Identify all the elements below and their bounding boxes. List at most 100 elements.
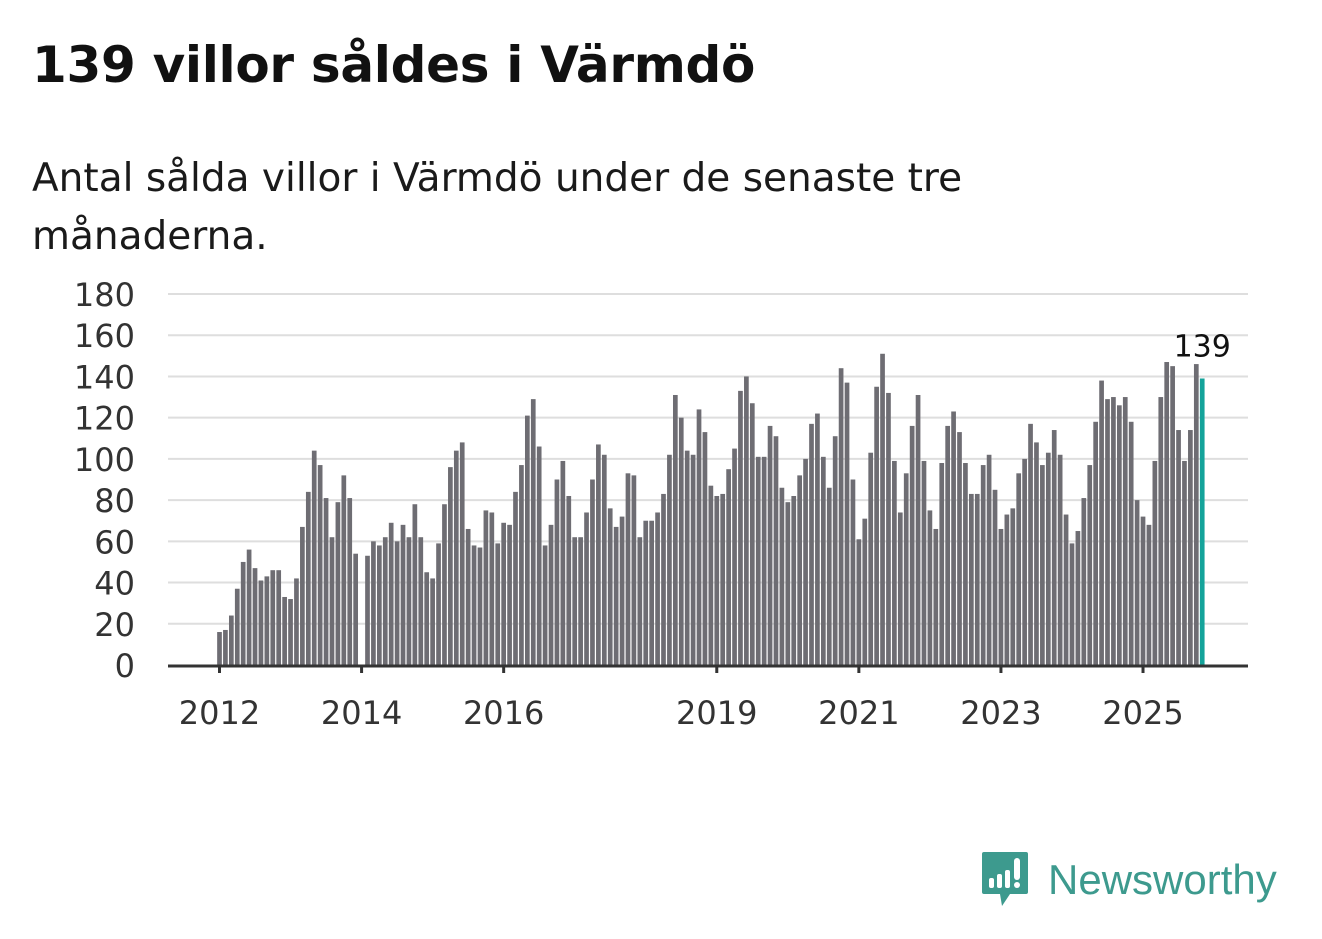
bar bbox=[903, 473, 909, 665]
bar bbox=[1134, 500, 1140, 665]
bar bbox=[311, 450, 317, 665]
bar bbox=[862, 518, 868, 665]
bar bbox=[1176, 430, 1181, 665]
bar bbox=[886, 392, 891, 665]
bar bbox=[773, 436, 779, 665]
bar bbox=[294, 578, 299, 665]
bar bbox=[1069, 543, 1075, 665]
bar bbox=[690, 454, 696, 665]
bar bbox=[643, 520, 649, 665]
bar bbox=[661, 493, 666, 665]
bar bbox=[1193, 364, 1199, 665]
bar bbox=[945, 425, 951, 665]
bar bbox=[1045, 452, 1051, 665]
bar bbox=[365, 555, 370, 665]
bar bbox=[246, 549, 252, 665]
bar bbox=[217, 632, 222, 665]
bar bbox=[684, 450, 690, 665]
bar bbox=[382, 537, 388, 665]
bar bbox=[974, 493, 980, 665]
newsworthy-logo-text: Newsworthy bbox=[1048, 856, 1277, 903]
bar bbox=[779, 487, 785, 665]
bar bbox=[1028, 423, 1033, 665]
bar bbox=[767, 425, 773, 665]
bar bbox=[803, 458, 808, 665]
y-tick-label: 60 bbox=[94, 523, 135, 561]
value-label: 139 bbox=[1174, 330, 1231, 365]
bar bbox=[519, 465, 524, 665]
bar bbox=[637, 537, 643, 665]
chart-subtitle: Antal sålda villor i Värmdö under de sen… bbox=[32, 156, 963, 259]
bar bbox=[909, 425, 915, 665]
bar bbox=[465, 528, 471, 665]
bar bbox=[755, 456, 761, 665]
bar bbox=[572, 537, 578, 665]
bar bbox=[548, 524, 554, 665]
x-tick-label: 2021 bbox=[818, 694, 899, 732]
y-tick-label: 40 bbox=[94, 565, 135, 603]
bar bbox=[1105, 399, 1110, 665]
bar bbox=[305, 491, 311, 665]
bar bbox=[1146, 524, 1152, 665]
bar bbox=[300, 526, 305, 665]
bar bbox=[530, 399, 536, 665]
bar bbox=[874, 386, 879, 665]
bar bbox=[785, 502, 791, 665]
bar bbox=[1010, 508, 1016, 665]
bar bbox=[1034, 442, 1039, 665]
bar bbox=[1188, 430, 1193, 665]
bar bbox=[1140, 516, 1146, 665]
bar bbox=[418, 537, 424, 665]
bar bbox=[371, 541, 376, 665]
bar bbox=[1111, 397, 1116, 665]
bar bbox=[442, 504, 447, 665]
bar bbox=[921, 460, 927, 665]
newsworthy-logo: Newsworthy bbox=[980, 850, 1277, 910]
bar bbox=[613, 526, 619, 665]
bar bbox=[809, 423, 814, 665]
x-tick-label: 2016 bbox=[463, 694, 544, 732]
bar bbox=[791, 495, 797, 665]
bar bbox=[459, 442, 465, 665]
bar bbox=[815, 413, 820, 665]
x-tick-label: 2023 bbox=[960, 694, 1041, 732]
bar bbox=[868, 452, 874, 665]
bar bbox=[714, 495, 720, 665]
bar bbox=[702, 432, 708, 665]
bar bbox=[578, 537, 583, 665]
bar bbox=[933, 528, 939, 665]
bar bbox=[655, 512, 660, 665]
bar bbox=[1051, 430, 1057, 665]
bar bbox=[223, 629, 228, 665]
bar bbox=[495, 543, 501, 665]
bar bbox=[986, 454, 992, 665]
bar bbox=[761, 456, 767, 665]
bar bbox=[856, 539, 862, 665]
x-tick-label: 2014 bbox=[321, 694, 402, 732]
bar bbox=[1087, 465, 1093, 665]
bar bbox=[1022, 458, 1027, 665]
y-tick-label: 120 bbox=[74, 400, 135, 438]
bar bbox=[915, 394, 921, 665]
bar bbox=[554, 479, 560, 665]
bar bbox=[1152, 460, 1158, 665]
bar bbox=[258, 580, 264, 665]
bar bbox=[927, 510, 933, 665]
newsworthy-logo-icon bbox=[982, 852, 1028, 906]
bar bbox=[980, 465, 986, 665]
bar bbox=[1164, 362, 1170, 665]
y-tick-label: 20 bbox=[94, 606, 135, 644]
bar bbox=[584, 512, 589, 665]
bar bbox=[678, 417, 684, 665]
bar bbox=[1063, 514, 1069, 665]
bar bbox=[406, 537, 412, 665]
x-tick-label: 2019 bbox=[676, 694, 757, 732]
bar bbox=[412, 504, 418, 665]
y-tick-label: 80 bbox=[94, 482, 135, 520]
bar bbox=[1122, 397, 1128, 665]
bar bbox=[228, 615, 234, 665]
bar bbox=[477, 547, 483, 665]
bar bbox=[317, 465, 323, 665]
bar bbox=[726, 469, 731, 665]
